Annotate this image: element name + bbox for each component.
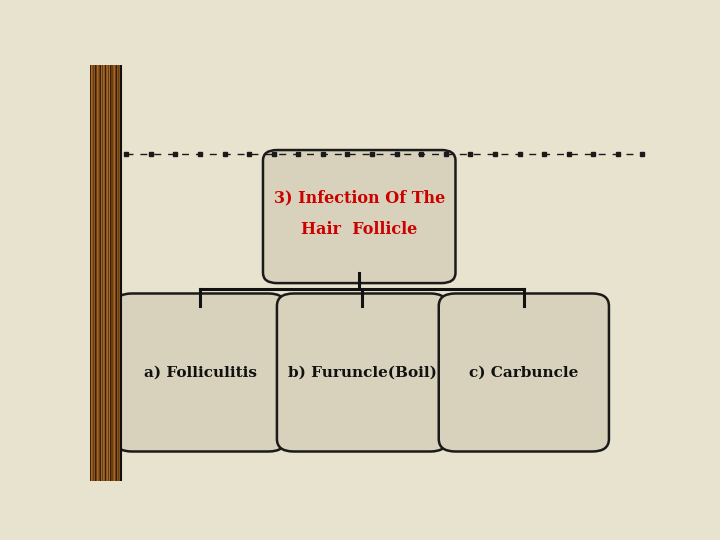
- FancyBboxPatch shape: [116, 65, 117, 481]
- FancyBboxPatch shape: [104, 65, 105, 481]
- Text: Hair  Follicle: Hair Follicle: [301, 220, 418, 238]
- FancyBboxPatch shape: [438, 294, 609, 451]
- FancyBboxPatch shape: [109, 65, 110, 481]
- FancyBboxPatch shape: [96, 65, 97, 481]
- FancyBboxPatch shape: [91, 65, 92, 481]
- FancyBboxPatch shape: [98, 65, 99, 481]
- Text: c) Carbuncle: c) Carbuncle: [469, 366, 579, 380]
- FancyBboxPatch shape: [99, 65, 100, 481]
- FancyBboxPatch shape: [263, 150, 456, 283]
- FancyBboxPatch shape: [117, 65, 119, 481]
- FancyBboxPatch shape: [100, 65, 102, 481]
- Text: a) Folliculitis: a) Folliculitis: [144, 366, 257, 380]
- FancyBboxPatch shape: [92, 65, 93, 481]
- FancyBboxPatch shape: [115, 294, 285, 451]
- FancyBboxPatch shape: [114, 65, 116, 481]
- FancyBboxPatch shape: [93, 65, 94, 481]
- FancyBboxPatch shape: [277, 294, 447, 451]
- Text: 3) Infection Of The: 3) Infection Of The: [274, 190, 445, 206]
- FancyBboxPatch shape: [119, 65, 120, 481]
- FancyBboxPatch shape: [120, 65, 121, 481]
- FancyBboxPatch shape: [103, 65, 104, 481]
- FancyBboxPatch shape: [110, 65, 112, 481]
- FancyBboxPatch shape: [95, 65, 96, 481]
- FancyBboxPatch shape: [112, 65, 114, 481]
- Text: b) Furuncle(Boil): b) Furuncle(Boil): [287, 366, 436, 380]
- FancyBboxPatch shape: [102, 65, 103, 481]
- FancyBboxPatch shape: [105, 65, 107, 481]
- FancyBboxPatch shape: [97, 65, 98, 481]
- FancyBboxPatch shape: [94, 65, 95, 481]
- FancyBboxPatch shape: [90, 65, 91, 481]
- FancyBboxPatch shape: [107, 65, 109, 481]
